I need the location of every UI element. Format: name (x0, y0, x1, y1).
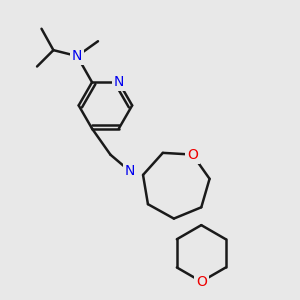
Text: O: O (187, 148, 198, 162)
Text: N: N (124, 164, 135, 178)
Text: N: N (114, 75, 124, 89)
Text: N: N (72, 49, 83, 63)
Text: O: O (196, 274, 207, 289)
